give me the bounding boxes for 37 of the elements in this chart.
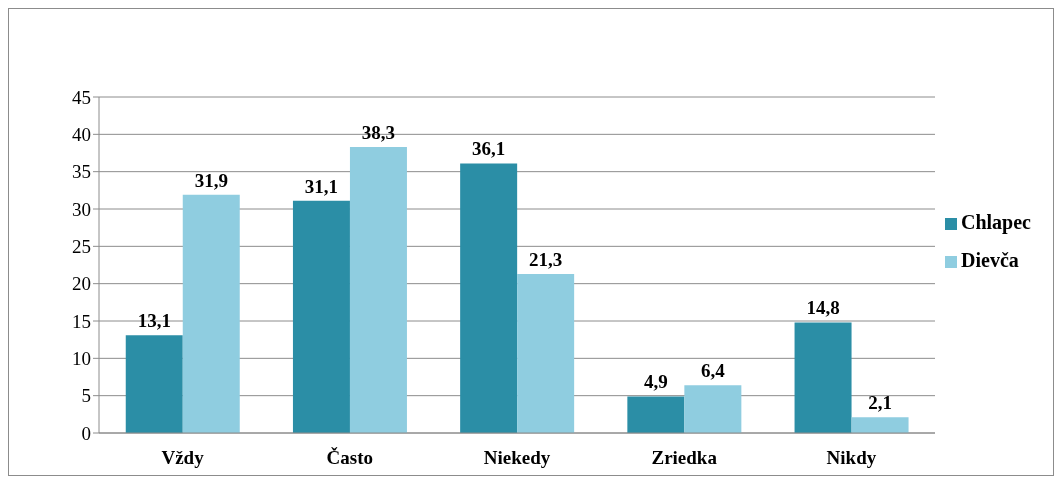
bar	[292, 200, 350, 433]
bar	[684, 385, 742, 433]
data-label: 14,8	[806, 297, 840, 319]
x-tick-label: Niekedy	[483, 447, 551, 469]
bar	[517, 273, 575, 433]
data-label: 31,1	[304, 175, 339, 197]
y-tick-label: 10	[72, 348, 91, 370]
bar	[125, 335, 183, 433]
data-label: 31,9	[194, 169, 228, 191]
x-tick-label: Zriedka	[651, 447, 718, 469]
bar	[794, 322, 852, 433]
data-label: 4,9	[643, 371, 668, 393]
y-tick-label: 0	[81, 422, 91, 444]
bar	[460, 163, 518, 433]
data-label: 36,1	[472, 138, 506, 160]
y-tick-label: 45	[72, 86, 91, 108]
x-tick-label: Nikdy	[826, 447, 877, 469]
y-tick-label: 25	[72, 236, 91, 258]
x-tick-label: Vždy	[161, 447, 205, 469]
y-tick-label: 30	[72, 198, 91, 220]
data-label: 21,3	[529, 248, 563, 270]
data-label: 38,3	[361, 122, 396, 144]
data-label: 2,1	[868, 392, 892, 414]
x-tick-label: Často	[326, 447, 374, 469]
y-tick-label: 20	[72, 273, 91, 295]
legend-label: Dievča	[961, 249, 1019, 271]
bar	[627, 396, 685, 433]
data-label: 6,4	[700, 360, 726, 382]
y-tick-label: 35	[72, 161, 91, 183]
y-tick-label: 40	[72, 124, 91, 146]
bar	[851, 417, 909, 433]
bar	[182, 194, 240, 433]
y-tick-label: 15	[72, 310, 91, 332]
legend-label: Chlapec	[961, 211, 1031, 233]
y-tick-label: 5	[81, 385, 91, 407]
bar	[349, 147, 407, 433]
data-label: 13,1	[137, 310, 171, 332]
